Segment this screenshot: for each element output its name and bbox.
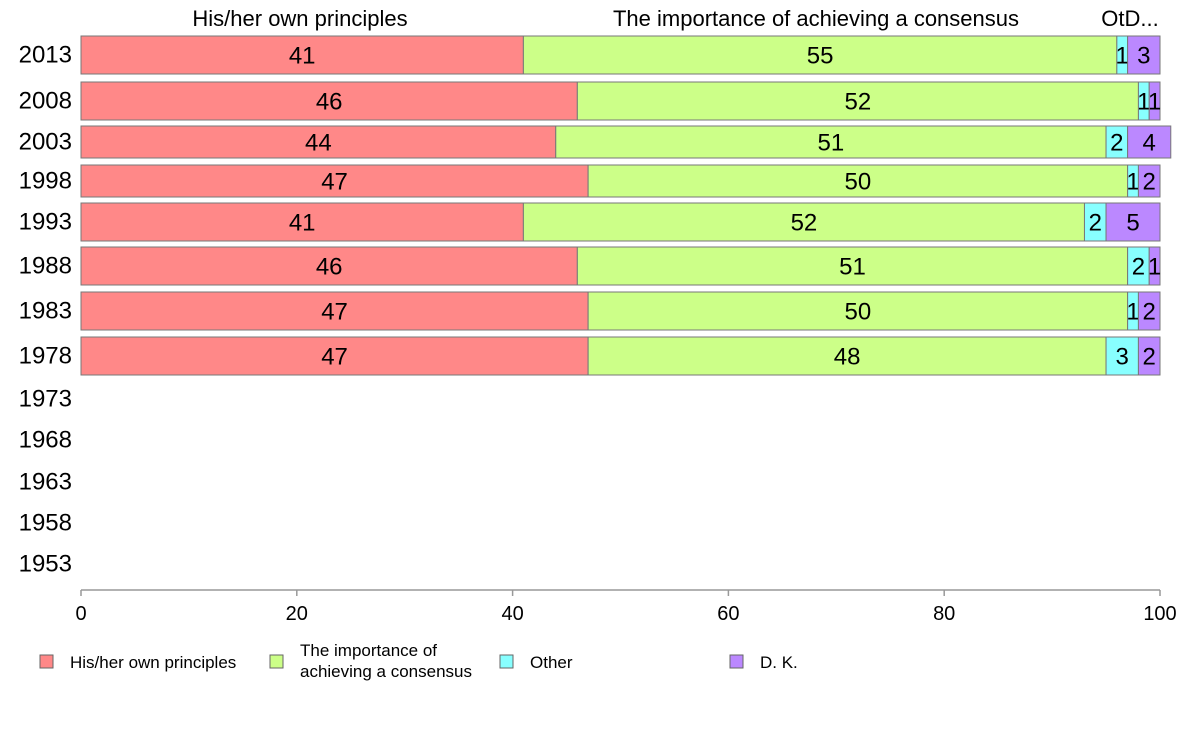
bar-segment <box>522 202 1085 242</box>
bar-segment <box>80 35 524 75</box>
x-tick-label: 0 <box>75 603 86 625</box>
bar-value-label: 51 <box>818 130 845 157</box>
bar-value-label: 46 <box>316 254 343 281</box>
bar-value-label: 2 <box>1089 210 1102 237</box>
bar-segment <box>555 125 1107 159</box>
bar-segment <box>1127 125 1172 159</box>
bar-segment <box>80 336 589 376</box>
column-header: OtD... <box>1101 6 1158 31</box>
bar-value-label: 47 <box>321 299 348 326</box>
bar-value-label: 50 <box>845 299 872 326</box>
x-tick-label: 40 <box>501 603 523 625</box>
year-label: 1953 <box>19 551 72 578</box>
legend-label: achieving a consensus <box>300 662 472 681</box>
bar-segment <box>1137 291 1161 331</box>
legend-swatch <box>499 654 514 669</box>
year-labels: 2013 2008 2003 1998 1993 1988 1983 1978 1973 1968… <box>19 42 72 578</box>
bar-segment <box>1105 202 1161 242</box>
bar-value-label: 2 <box>1143 169 1156 196</box>
bar-value-label: 1 <box>1126 169 1139 196</box>
x-axis: 0 20 40 60 80 100 <box>75 589 1177 625</box>
year-label: 2013 <box>19 42 72 69</box>
year-label: 1988 <box>19 253 72 280</box>
x-tick-label: 80 <box>933 603 955 625</box>
year-label: 1963 <box>19 469 72 496</box>
bar-value-label: 4 <box>1143 130 1156 157</box>
bar-value-label: 1 <box>1137 89 1150 116</box>
x-tick-label: 20 <box>286 603 308 625</box>
legend-swatch <box>39 654 54 669</box>
bar-value-label: 5 <box>1126 210 1139 237</box>
bar-value-label: 2 <box>1143 299 1156 326</box>
year-label: 1958 <box>19 510 72 537</box>
legend-label: Other <box>530 653 573 672</box>
bar-segment <box>80 291 589 331</box>
bar-segment <box>1105 336 1139 376</box>
x-tick-label: 60 <box>717 603 739 625</box>
year-label: 1968 <box>19 427 72 454</box>
bar-value-label: 48 <box>834 344 861 371</box>
year-label: 2008 <box>19 88 72 115</box>
bar-value-label: 46 <box>316 89 343 116</box>
bar-segment <box>1137 164 1161 198</box>
year-label: 1983 <box>19 298 72 325</box>
bar-value-label: 41 <box>289 43 316 70</box>
bar-segment <box>80 246 578 286</box>
column-headers: His/her own principles The importance of … <box>192 6 1158 31</box>
bar-value-label: 44 <box>305 130 332 157</box>
bar-segment <box>1148 81 1161 121</box>
bar-value-label: 55 <box>807 43 834 70</box>
year-label: 1973 <box>19 386 72 413</box>
bar-value-label: 1 <box>1116 43 1129 70</box>
bar-value-label: 2 <box>1132 254 1145 281</box>
bar-segment <box>522 35 1118 75</box>
column-header: The importance of achieving a consensus <box>613 6 1019 31</box>
bar-value-label: 47 <box>321 169 348 196</box>
year-label: 2003 <box>19 129 72 156</box>
year-label: 1998 <box>19 168 72 195</box>
bar-segment <box>80 164 589 198</box>
legend-label: His/her own principles <box>70 653 236 672</box>
legend: His/her own principles The importance of a… <box>39 641 798 681</box>
bar-value-label: 41 <box>289 210 316 237</box>
bar-value-label: 2 <box>1110 130 1123 157</box>
bar-segment <box>1148 246 1161 286</box>
bar-segment <box>1127 35 1161 75</box>
bar-value-label: 52 <box>791 210 818 237</box>
bar-segment <box>587 164 1129 198</box>
bar-value-label: 2 <box>1143 344 1156 371</box>
x-tick-label: 100 <box>1143 603 1176 625</box>
bar-value-label: 47 <box>321 344 348 371</box>
bar-value-label: 1 <box>1148 254 1161 281</box>
bar-value-label: 1 <box>1126 299 1139 326</box>
bar-segment <box>80 202 524 242</box>
legend-label: D. K. <box>760 653 798 672</box>
year-label: 1993 <box>19 209 72 236</box>
bar-segment <box>80 125 557 159</box>
bar-value-label: 52 <box>845 89 872 116</box>
column-header: His/her own principles <box>192 6 407 31</box>
bar-value-label: 3 <box>1116 344 1129 371</box>
bar-value-label: 1 <box>1148 89 1161 116</box>
legend-swatch <box>269 654 284 669</box>
bar-segment <box>576 246 1129 286</box>
legend-label: The importance of <box>300 641 437 660</box>
bar-segment <box>587 336 1107 376</box>
bar-value-label: 51 <box>839 254 866 281</box>
legend-swatch <box>729 654 744 669</box>
bar-segment <box>576 81 1139 121</box>
bar-value-label: 3 <box>1137 43 1150 70</box>
bar-segment <box>1137 336 1161 376</box>
bar-value-label: 50 <box>845 169 872 196</box>
year-label: 1978 <box>19 343 72 370</box>
